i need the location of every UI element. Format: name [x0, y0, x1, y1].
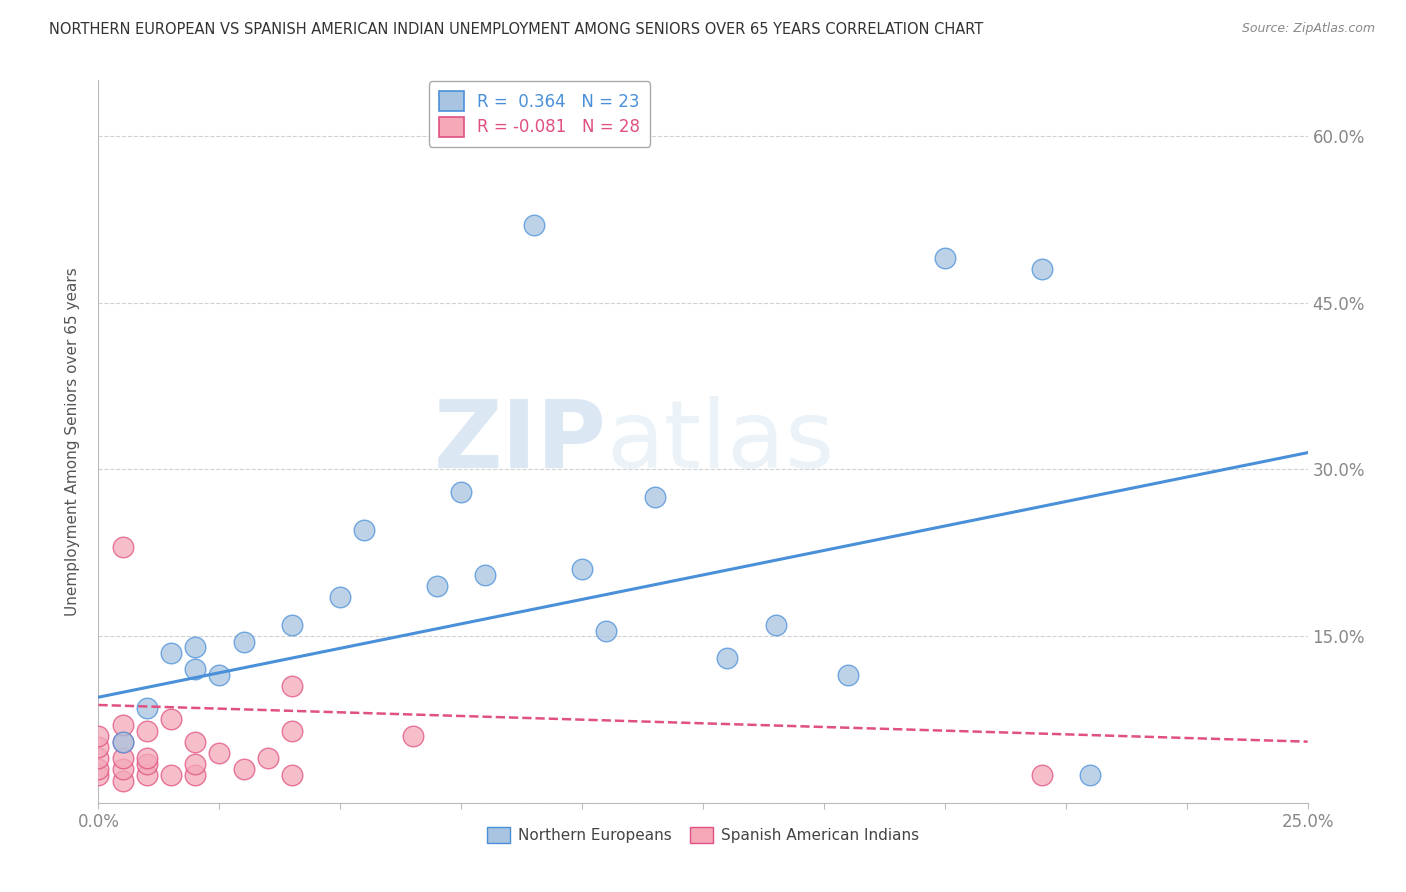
Point — [1078, 768, 1101, 782]
Point — [571, 562, 593, 576]
Point — [111, 540, 134, 554]
Point — [184, 768, 207, 782]
Point — [402, 729, 425, 743]
Point — [160, 646, 183, 660]
Point — [934, 251, 956, 265]
Text: atlas: atlas — [606, 395, 835, 488]
Point — [135, 701, 157, 715]
Point — [184, 756, 207, 771]
Point — [450, 484, 472, 499]
Point — [1031, 262, 1053, 277]
Text: Source: ZipAtlas.com: Source: ZipAtlas.com — [1241, 22, 1375, 36]
Text: NORTHERN EUROPEAN VS SPANISH AMERICAN INDIAN UNEMPLOYMENT AMONG SENIORS OVER 65 : NORTHERN EUROPEAN VS SPANISH AMERICAN IN… — [49, 22, 983, 37]
Point — [329, 590, 352, 604]
Point — [426, 579, 449, 593]
Point — [160, 713, 183, 727]
Point — [184, 662, 207, 676]
Point — [281, 679, 304, 693]
Point — [595, 624, 617, 638]
Point — [256, 751, 278, 765]
Point — [111, 773, 134, 788]
Point — [523, 218, 546, 232]
Point — [281, 723, 304, 738]
Point — [135, 723, 157, 738]
Point — [208, 668, 231, 682]
Point — [135, 756, 157, 771]
Point — [353, 524, 375, 538]
Point — [87, 740, 110, 755]
Point — [111, 751, 134, 765]
Point — [716, 651, 738, 665]
Text: ZIP: ZIP — [433, 395, 606, 488]
Point — [87, 729, 110, 743]
Point — [474, 568, 496, 582]
Point — [111, 734, 134, 748]
Point — [111, 734, 134, 748]
Point — [232, 763, 254, 777]
Point — [87, 768, 110, 782]
Point — [765, 618, 787, 632]
Y-axis label: Unemployment Among Seniors over 65 years: Unemployment Among Seniors over 65 years — [65, 268, 80, 615]
Point — [87, 763, 110, 777]
Point — [232, 634, 254, 648]
Point — [111, 763, 134, 777]
Legend: Northern Europeans, Spanish American Indians: Northern Europeans, Spanish American Ind… — [481, 822, 925, 849]
Point — [644, 490, 666, 504]
Point — [111, 718, 134, 732]
Point — [837, 668, 859, 682]
Point — [87, 751, 110, 765]
Point — [208, 746, 231, 760]
Point — [1031, 768, 1053, 782]
Point — [281, 768, 304, 782]
Point — [184, 640, 207, 655]
Point — [281, 618, 304, 632]
Point — [184, 734, 207, 748]
Point — [160, 768, 183, 782]
Point — [135, 768, 157, 782]
Point — [135, 751, 157, 765]
